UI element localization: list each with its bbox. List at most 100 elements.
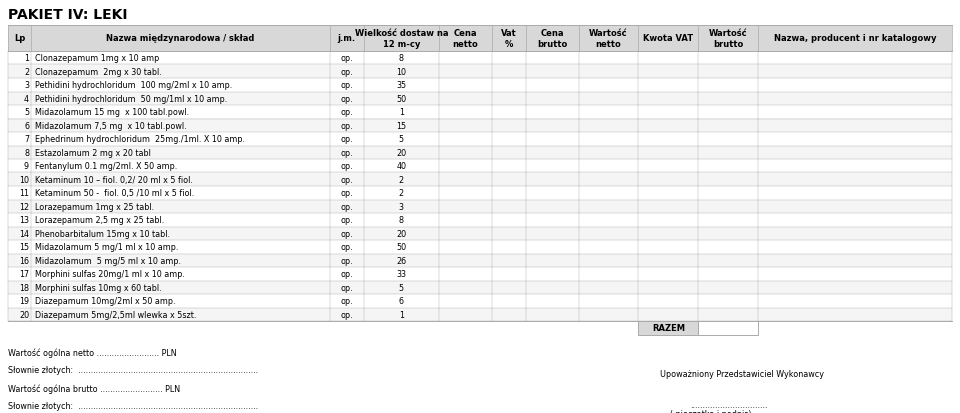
Text: Lp: Lp: [13, 34, 25, 43]
Text: op.: op.: [341, 202, 353, 211]
Bar: [8, 133, 952, 146]
Text: 15: 15: [19, 243, 29, 252]
Text: 17: 17: [19, 270, 29, 279]
Text: op.: op.: [341, 243, 353, 252]
Text: op.: op.: [341, 256, 353, 265]
Text: Midazolamum 15 mg  x 100 tabl.powl.: Midazolamum 15 mg x 100 tabl.powl.: [36, 108, 189, 117]
Text: Clonazepamum  2mg x 30 tabl.: Clonazepamum 2mg x 30 tabl.: [36, 68, 162, 76]
Text: Wartość ogólna brutto ......................... PLN: Wartość ogólna brutto ..................…: [8, 384, 180, 393]
Text: RAZEM: RAZEM: [652, 323, 684, 332]
Bar: [8, 106, 952, 119]
Text: 2: 2: [398, 176, 404, 184]
Bar: [8, 294, 952, 308]
Bar: [8, 119, 952, 133]
Text: Słownie złotych:  ..............................................................: Słownie złotych: .......................…: [8, 366, 258, 375]
Text: j.m.: j.m.: [338, 34, 356, 43]
Text: Ephedrinum hydrochloridum  25mg./1ml. X 10 amp.: Ephedrinum hydrochloridum 25mg./1ml. X 1…: [36, 135, 245, 144]
Text: op.: op.: [341, 270, 353, 279]
Text: Lorazepamum 1mg x 25 tabl.: Lorazepamum 1mg x 25 tabl.: [36, 202, 155, 211]
Text: 3: 3: [398, 202, 404, 211]
Text: 50: 50: [396, 243, 406, 252]
Text: Kwota VAT: Kwota VAT: [643, 34, 693, 43]
Text: 10: 10: [19, 176, 29, 184]
Text: op.: op.: [341, 95, 353, 104]
Text: Wartość
brutto: Wartość brutto: [708, 29, 748, 49]
Text: 13: 13: [19, 216, 29, 225]
Text: 18: 18: [19, 283, 29, 292]
Text: 8: 8: [398, 216, 404, 225]
Text: op.: op.: [341, 121, 353, 131]
Text: 1: 1: [24, 54, 29, 63]
Text: 2: 2: [24, 68, 29, 76]
Text: ...............................: ...............................: [690, 400, 767, 409]
Text: PAKIET IV: LEKI: PAKIET IV: LEKI: [8, 8, 128, 22]
Text: Ketaminum 50 -  fiol. 0,5 /10 ml x 5 fiol.: Ketaminum 50 - fiol. 0,5 /10 ml x 5 fiol…: [36, 189, 194, 198]
Text: 26: 26: [396, 256, 406, 265]
Text: 15: 15: [396, 121, 406, 131]
Text: 3: 3: [24, 81, 29, 90]
Text: 20: 20: [396, 148, 406, 157]
Text: 6: 6: [398, 297, 404, 306]
Text: 20: 20: [19, 310, 29, 319]
Text: 35: 35: [396, 81, 406, 90]
Bar: [8, 173, 952, 187]
Text: Fentanylum 0.1 mg/2ml. X 50 amp.: Fentanylum 0.1 mg/2ml. X 50 amp.: [36, 162, 178, 171]
Text: 33: 33: [396, 270, 406, 279]
Text: 5: 5: [24, 108, 29, 117]
Text: op.: op.: [341, 229, 353, 238]
Text: Morphini sulfas 20mg/1 ml x 10 amp.: Morphini sulfas 20mg/1 ml x 10 amp.: [36, 270, 185, 279]
Bar: [8, 254, 952, 267]
Text: 6: 6: [24, 121, 29, 131]
Text: op.: op.: [341, 81, 353, 90]
Bar: [8, 187, 952, 200]
Text: 8: 8: [24, 148, 29, 157]
Text: Estazolamum 2 mg x 20 tabl: Estazolamum 2 mg x 20 tabl: [36, 148, 151, 157]
Text: 16: 16: [19, 256, 29, 265]
Text: Diazepamum 5mg/2,5ml wlewka x 5szt.: Diazepamum 5mg/2,5ml wlewka x 5szt.: [36, 310, 197, 319]
Text: 1: 1: [398, 108, 404, 117]
Text: Nazwa, producent i nr katalogowy: Nazwa, producent i nr katalogowy: [774, 34, 936, 43]
Text: Nazwa międzynarodowa / skład: Nazwa międzynarodowa / skład: [107, 34, 254, 43]
Text: op.: op.: [341, 68, 353, 76]
Text: op.: op.: [341, 176, 353, 184]
Bar: [8, 52, 952, 65]
Text: 7: 7: [24, 135, 29, 144]
Text: op.: op.: [341, 162, 353, 171]
Text: Morphini sulfas 10mg x 60 tabl.: Morphini sulfas 10mg x 60 tabl.: [36, 283, 161, 292]
Bar: [8, 65, 952, 79]
Text: Clonazepamum 1mg x 10 amp: Clonazepamum 1mg x 10 amp: [36, 54, 159, 63]
Text: 9: 9: [24, 162, 29, 171]
Text: op.: op.: [341, 216, 353, 225]
Bar: [8, 227, 952, 240]
Bar: [8, 159, 952, 173]
Text: Słownie złotych:  ..............................................................: Słownie złotych: .......................…: [8, 401, 258, 411]
Bar: [8, 281, 952, 294]
Text: Cena
brutto: Cena brutto: [538, 29, 567, 49]
Text: op.: op.: [341, 310, 353, 319]
Text: Wielkość dostaw na
12 m-cy: Wielkość dostaw na 12 m-cy: [354, 29, 448, 49]
Bar: [8, 214, 952, 227]
Text: Midazolamum 7,5 mg  x 10 tabl.powl.: Midazolamum 7,5 mg x 10 tabl.powl.: [36, 121, 186, 131]
Text: op.: op.: [341, 135, 353, 144]
Bar: [8, 200, 952, 214]
Bar: [698, 321, 758, 335]
Text: Wartość ogólna netto ......................... PLN: Wartość ogólna netto ...................…: [8, 348, 177, 357]
Text: op.: op.: [341, 108, 353, 117]
Text: Ketaminum 10 – fiol. 0,2/ 20 ml x 5 fiol.: Ketaminum 10 – fiol. 0,2/ 20 ml x 5 fiol…: [36, 176, 193, 184]
Text: Lorazepamum 2,5 mg x 25 tabl.: Lorazepamum 2,5 mg x 25 tabl.: [36, 216, 164, 225]
Bar: [638, 321, 698, 335]
Text: op.: op.: [341, 283, 353, 292]
Bar: [8, 308, 952, 321]
Bar: [8, 146, 952, 159]
Text: 11: 11: [19, 189, 29, 198]
Text: 5: 5: [398, 135, 404, 144]
Text: 10: 10: [396, 68, 406, 76]
Text: ( pieczątka i podpis): ( pieczątka i podpis): [670, 409, 752, 413]
Bar: [8, 92, 952, 106]
Text: 40: 40: [396, 162, 406, 171]
Text: Vat
%: Vat %: [501, 29, 516, 49]
Text: Wartość
netto: Wartość netto: [589, 29, 628, 49]
Text: 1: 1: [398, 310, 404, 319]
Text: 5: 5: [398, 283, 404, 292]
Bar: [8, 267, 952, 281]
